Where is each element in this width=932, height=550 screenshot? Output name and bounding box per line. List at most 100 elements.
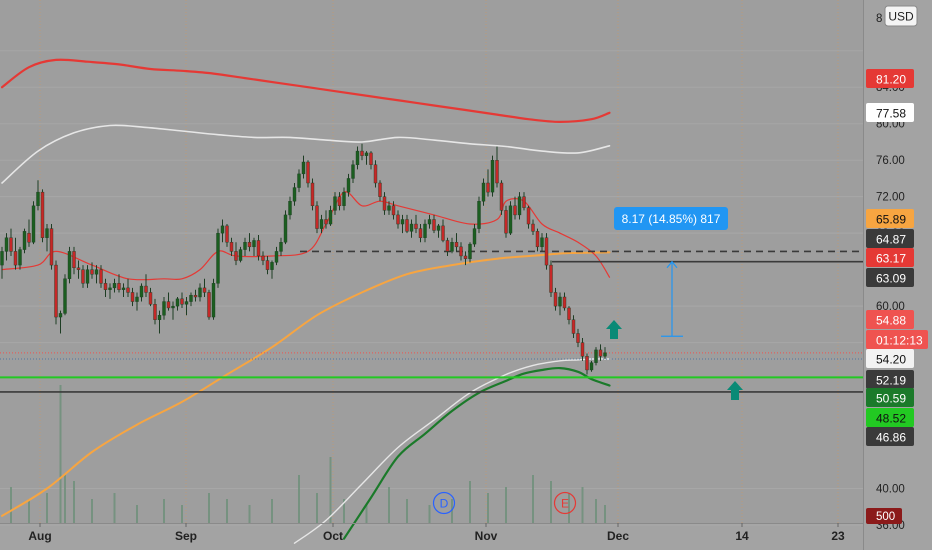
annotations: 8.17 (14.85%) 817 D E — [432, 207, 743, 515]
candle-body — [243, 242, 247, 250]
candle-body — [274, 251, 279, 263]
candle-body — [324, 219, 328, 225]
measure-label-box — [614, 207, 728, 230]
candle-body — [571, 319, 576, 334]
candle-body — [180, 298, 184, 305]
candle-body — [279, 242, 283, 252]
price-badge — [866, 370, 914, 389]
candle-body — [58, 313, 63, 318]
volume-bar — [329, 457, 332, 523]
currency-label: USD — [888, 10, 914, 24]
price-badge — [866, 268, 914, 287]
candle-body — [580, 342, 585, 357]
candle-body — [396, 214, 400, 225]
candle-body — [603, 352, 607, 357]
candle-body — [522, 196, 526, 208]
candle-body — [126, 287, 130, 293]
time-tick-label: Aug — [28, 529, 51, 543]
candle-body — [252, 240, 256, 248]
price-badge — [866, 69, 914, 88]
candle-body — [463, 255, 468, 259]
time-tick-label: 14 — [735, 529, 749, 543]
candle-body — [549, 264, 553, 293]
volume-bar — [208, 493, 210, 523]
candle-body — [121, 287, 126, 290]
candle-body — [193, 294, 198, 298]
candle-body — [553, 292, 558, 307]
volume-bar — [136, 505, 138, 523]
candle-body — [229, 242, 234, 252]
indicator-line — [293, 358, 611, 544]
price-badge-label: 81.20 — [876, 73, 906, 87]
volume-bar — [388, 487, 390, 523]
up-arrow-icon — [606, 320, 622, 339]
candle-body — [211, 283, 216, 318]
candle-body — [112, 283, 117, 289]
candle-body — [49, 228, 54, 266]
candle-body — [378, 182, 382, 197]
volume-bar — [163, 499, 165, 523]
volume-bar — [113, 493, 116, 523]
candles — [0, 143, 607, 375]
candle-body — [135, 296, 139, 302]
price-tick-label: 8 — [876, 13, 882, 25]
candle-body — [360, 150, 364, 156]
candle-body — [175, 298, 180, 307]
candle-body — [355, 150, 360, 165]
price-badge-label: 77.58 — [876, 107, 906, 121]
candle-body — [531, 223, 535, 232]
volume-bar — [226, 499, 228, 523]
candle-body — [567, 307, 571, 321]
candle-body — [373, 164, 378, 184]
candle-body — [162, 301, 166, 316]
volume-bar — [181, 505, 183, 523]
price-badge-label: 54.20 — [876, 353, 906, 367]
volume-bar — [298, 475, 300, 523]
candle-body — [450, 242, 454, 252]
volume-bar — [487, 493, 489, 523]
candle-body — [202, 287, 207, 293]
price-tick-label: 40.00 — [876, 484, 905, 496]
candle-body — [139, 285, 144, 298]
volume-bar — [248, 505, 251, 523]
price-badge — [866, 349, 914, 368]
volume-bar — [46, 493, 48, 523]
volume-bar — [604, 505, 606, 523]
candle-body — [157, 315, 162, 320]
candle-body — [148, 292, 153, 305]
candle-body — [405, 219, 409, 232]
candle-body — [22, 231, 27, 250]
currency-button[interactable]: USD — [884, 5, 918, 27]
candle-body — [198, 287, 202, 298]
event-marker-label: E — [561, 497, 569, 511]
candle-body — [85, 269, 90, 284]
event-marker-circle — [432, 491, 456, 515]
price-badge-label: 48.52 — [876, 412, 906, 426]
candle-body — [400, 219, 405, 225]
candle-body — [256, 240, 261, 257]
candle-body — [225, 225, 229, 243]
price-badge — [866, 388, 914, 407]
candle-body — [589, 362, 594, 371]
candle-body — [144, 285, 148, 293]
indicator-line — [1, 124, 611, 184]
candle-body — [31, 205, 36, 243]
volume-bar — [451, 499, 453, 523]
candle-body — [495, 159, 499, 184]
price-badge — [866, 427, 914, 446]
indicator-line — [342, 366, 611, 540]
candle-body — [436, 225, 441, 231]
volume-bar — [428, 505, 431, 523]
candle-body — [594, 349, 598, 363]
price-badge-label: 54.88 — [876, 314, 906, 328]
price-badge-label: 46.86 — [876, 431, 906, 445]
price-badge-label: 64.87 — [876, 233, 906, 247]
candle-body — [517, 196, 522, 216]
candle-body — [4, 237, 9, 252]
candle-body — [234, 251, 238, 261]
candle-body — [382, 196, 387, 211]
volume-badge — [866, 508, 902, 524]
price-tick-label: 72.00 — [876, 192, 905, 204]
candle-body — [513, 205, 517, 216]
volume-bar — [469, 481, 471, 523]
